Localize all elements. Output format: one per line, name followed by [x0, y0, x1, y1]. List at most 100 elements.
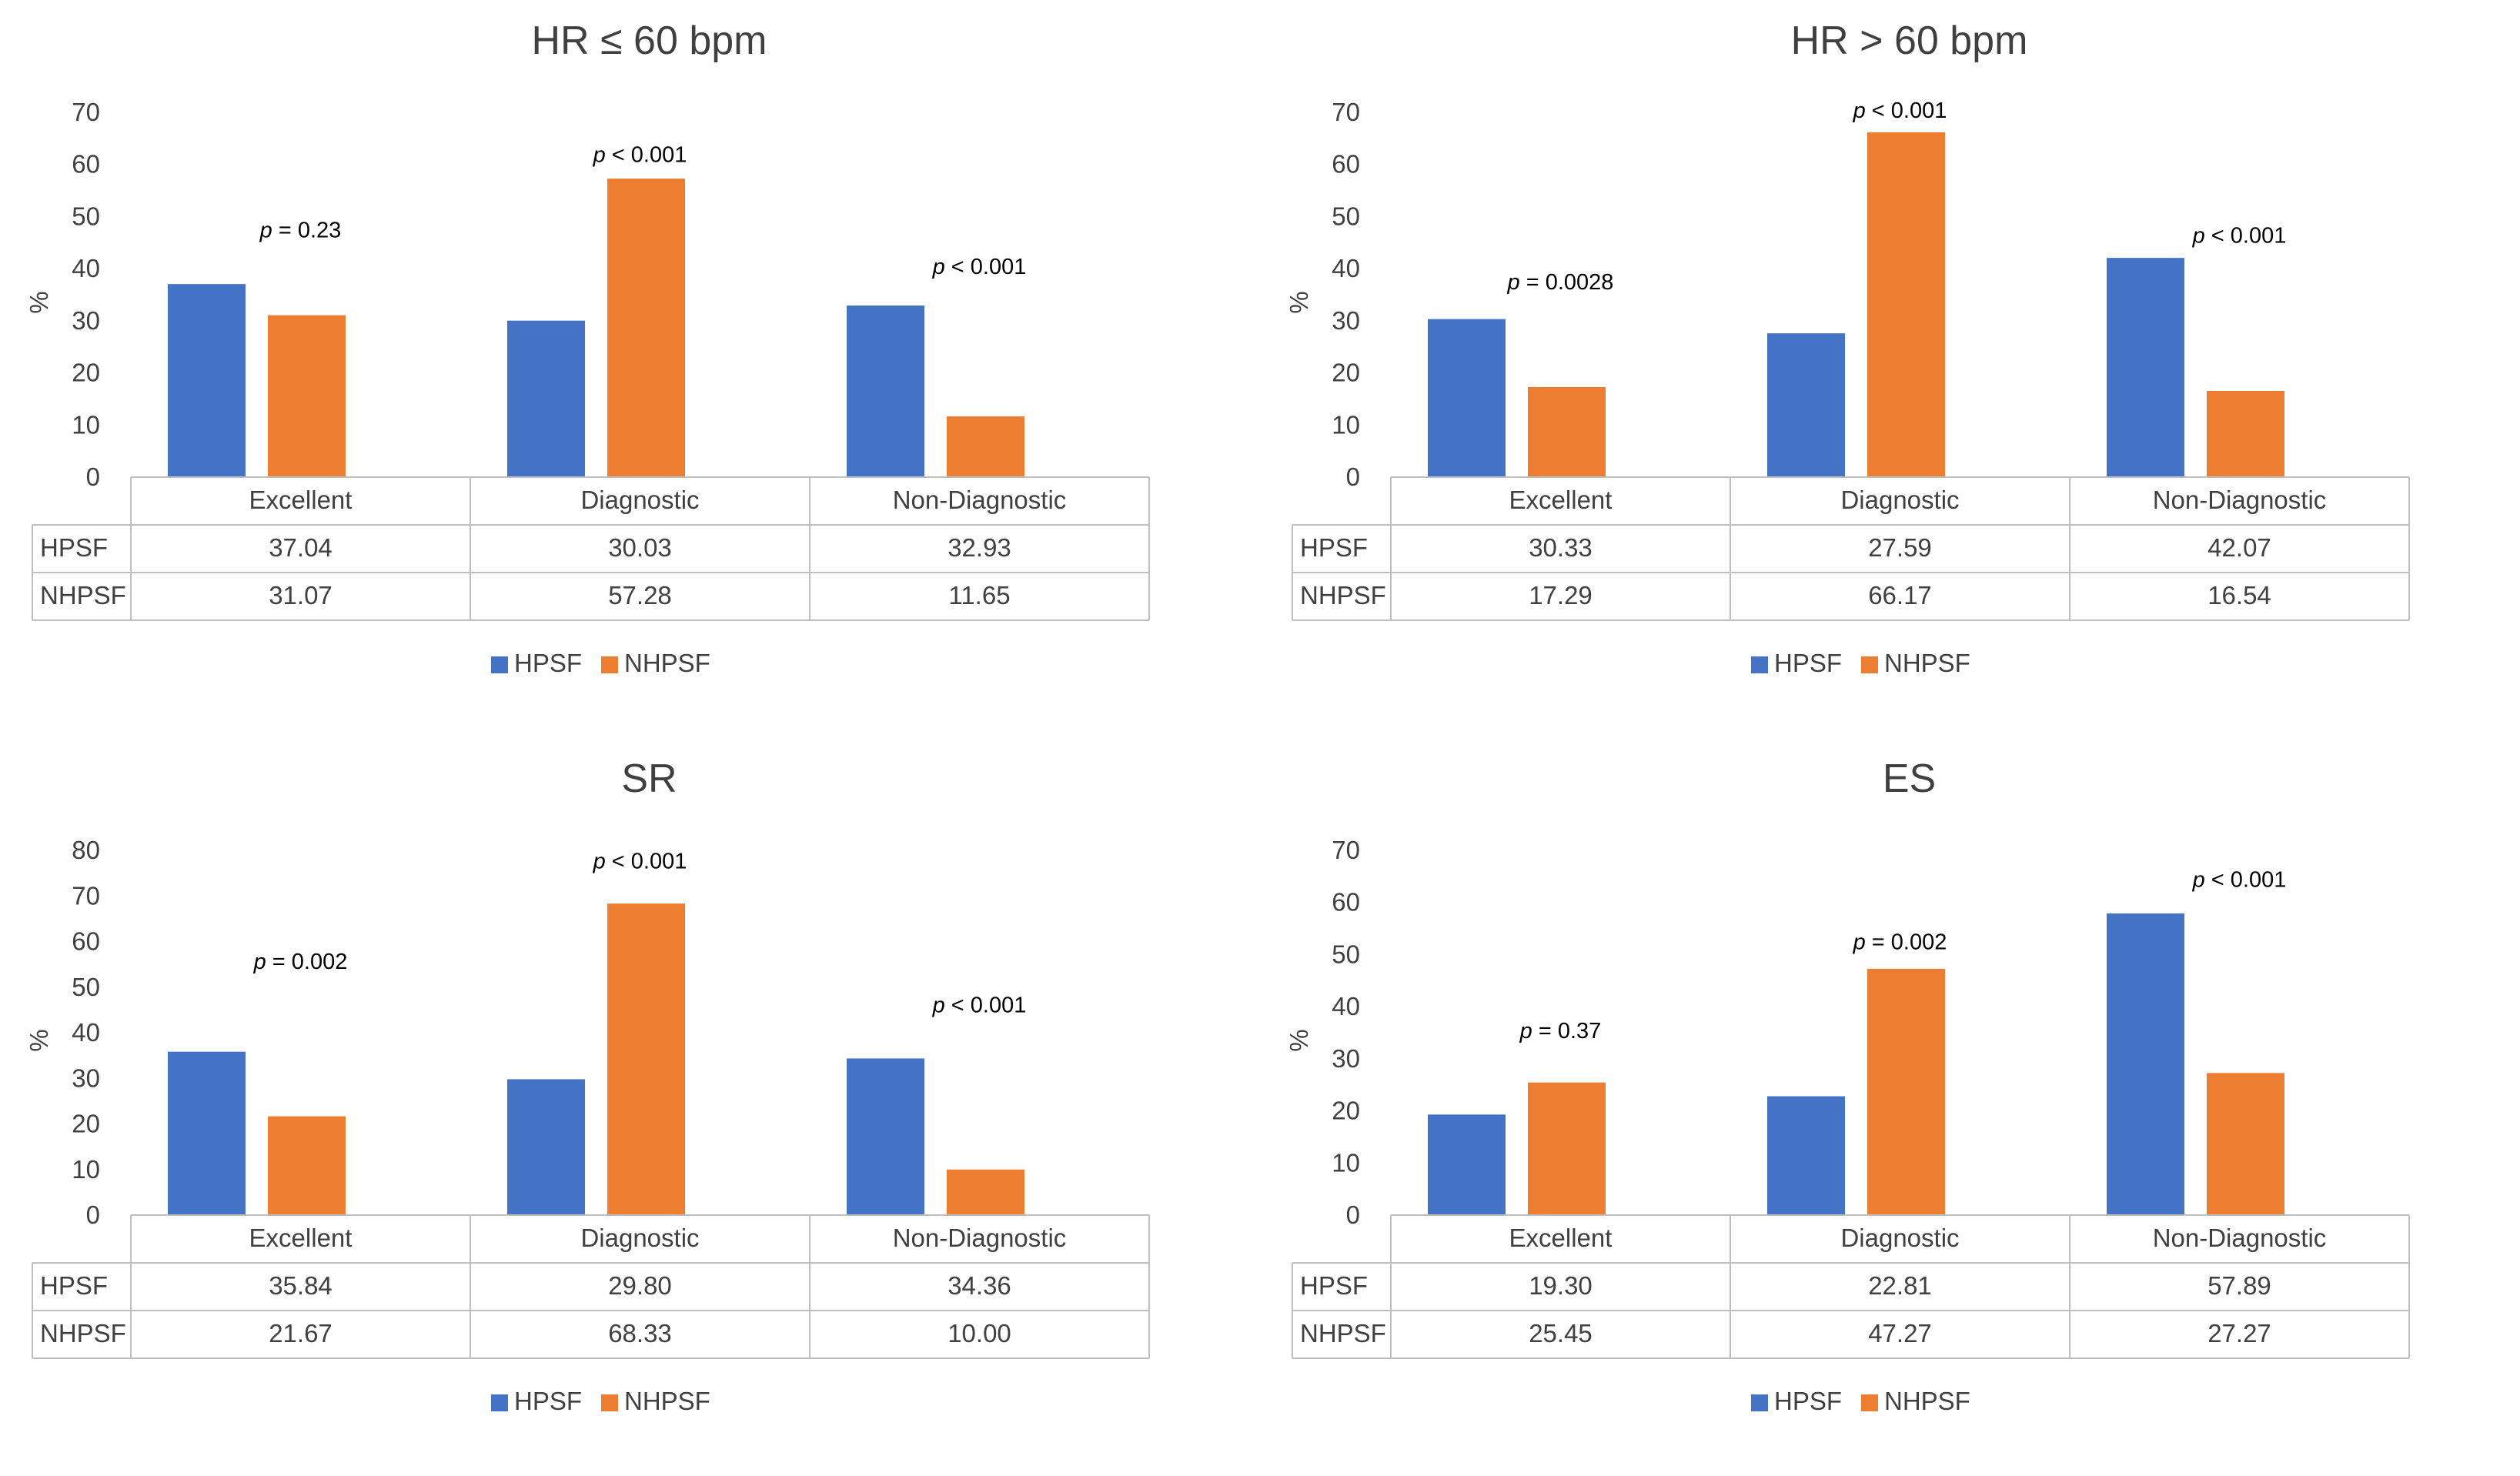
table-cell-value: 66.17 — [1868, 581, 1932, 609]
p-symbol: p — [593, 142, 606, 167]
legend-label: NHPSF — [624, 1387, 710, 1415]
p-symbol: p — [1853, 99, 1866, 123]
legend-swatch-nhpsf — [1861, 1394, 1878, 1411]
y-tick-label: 10 — [1332, 1148, 1360, 1177]
p-value-annotation: p < 0.001 — [932, 255, 1027, 279]
p-value-text: < 0.001 — [606, 850, 687, 874]
p-value-annotation: p = 0.23 — [259, 219, 342, 243]
p-symbol: p — [593, 850, 606, 874]
x-category-label: Diagnostic — [1840, 1224, 1959, 1252]
y-axis-label: % — [1285, 291, 1313, 313]
legend-label: HPSF — [1774, 1387, 1842, 1415]
x-category-label: Non-Diagnostic — [2153, 486, 2327, 514]
table-cell-value: 68.33 — [608, 1319, 672, 1347]
table-cell-value: 34.36 — [948, 1271, 1011, 1300]
legend-swatch-nhpsf — [601, 656, 618, 673]
x-category-label: Excellent — [249, 1224, 353, 1252]
p-symbol: p — [1853, 930, 1866, 955]
table-series-label: HPSF — [1300, 1271, 1368, 1300]
y-tick-label: 30 — [1332, 306, 1360, 335]
p-value-text: = 0.002 — [266, 950, 348, 974]
p-value-text: = 0.23 — [272, 219, 342, 243]
y-tick-label: 0 — [86, 1201, 100, 1229]
bar-nhpsf-excellent — [268, 1116, 346, 1215]
p-value-text: = 0.37 — [1532, 1019, 1602, 1044]
table-series-label: HPSF — [1300, 533, 1368, 562]
table-series-label: NHPSF — [40, 1319, 126, 1347]
y-tick-label: 60 — [72, 150, 100, 179]
y-tick-label: 70 — [1332, 836, 1360, 864]
bar-nhpsf-non-diagnostic — [947, 1169, 1024, 1215]
chart-panel-es: ES 0 10 20 30 40 50 60 70% p = 0.37 p = 0.002 p < 0… — [1260, 738, 2520, 1476]
table-cell-value: 31.07 — [269, 581, 333, 609]
legend-swatch-nhpsf — [1861, 656, 1878, 673]
y-axis-label: % — [25, 291, 53, 313]
p-value-annotation: p = 0.002 — [253, 950, 348, 974]
table-series-label: HPSF — [40, 533, 108, 562]
p-symbol: p — [2192, 867, 2205, 892]
p-value-annotation: p = 0.0028 — [1507, 270, 1614, 295]
y-tick-label: 20 — [72, 1110, 100, 1138]
bar-hpsf-non-diagnostic — [2107, 258, 2184, 477]
table-series-label: NHPSF — [1300, 1319, 1386, 1347]
legend-swatch-hpsf — [1751, 1394, 1768, 1411]
chart-panel-sr: SR 0 10 20 30 40 50 60 70 80% p = 0.002 p < 0.001 p … — [0, 738, 1260, 1476]
y-tick-label: 10 — [1332, 410, 1360, 439]
bar-hpsf-excellent — [168, 284, 246, 477]
bar-hpsf-non-diagnostic — [847, 306, 924, 477]
bar-nhpsf-diagnostic — [1867, 968, 1945, 1215]
x-category-label: Excellent — [1509, 1224, 1613, 1252]
chart-panel-hr-high: HR > 60 bpm 0 10 20 30 40 50 60 70% p = 0.0028 p <… — [1260, 0, 2520, 738]
p-value-annotation: p < 0.001 — [1853, 99, 1947, 123]
table-series-label: HPSF — [40, 1271, 108, 1300]
table-cell-value: 47.27 — [1868, 1319, 1932, 1347]
legend-swatch-hpsf — [491, 1394, 508, 1411]
table-cell-value: 25.45 — [1529, 1319, 1593, 1347]
x-category-label: Non-Diagnostic — [893, 486, 1067, 514]
y-tick-label: 40 — [72, 254, 100, 282]
p-symbol: p — [259, 219, 272, 243]
x-category-label: Diagnostic — [580, 486, 699, 514]
bar-nhpsf-excellent — [268, 315, 346, 477]
x-category-label: Excellent — [249, 486, 353, 514]
x-category-label: Excellent — [1509, 486, 1613, 514]
p-value-text: = 0.0028 — [1520, 270, 1614, 295]
table-cell-value: 27.27 — [2208, 1319, 2271, 1347]
p-symbol: p — [1507, 270, 1520, 295]
p-value-annotation: p < 0.001 — [932, 993, 1027, 1017]
bar-hpsf-non-diagnostic — [2107, 913, 2184, 1215]
p-value-text: < 0.001 — [945, 255, 1027, 279]
y-axis-label: % — [1285, 1029, 1313, 1051]
y-tick-label: 70 — [72, 98, 100, 126]
y-tick-label: 20 — [1332, 359, 1360, 387]
chart-title: SR — [621, 756, 677, 801]
table-cell-value: 32.93 — [948, 533, 1011, 562]
table-cell-value: 22.81 — [1868, 1271, 1932, 1300]
table-cell-value: 57.89 — [2208, 1271, 2271, 1300]
bar-hpsf-diagnostic — [1767, 333, 1845, 477]
y-tick-label: 50 — [1332, 940, 1360, 968]
y-tick-label: 0 — [1346, 463, 1360, 491]
bar-nhpsf-diagnostic — [1867, 132, 1945, 477]
y-tick-label: 60 — [1332, 888, 1360, 917]
table-cell-value: 16.54 — [2208, 581, 2271, 609]
chart-panel-hr-low: HR ≤ 60 bpm 0 10 20 30 40 50 60 70% p = 0.23 p < 0… — [0, 0, 1260, 738]
p-value-annotation: p < 0.001 — [593, 850, 687, 874]
legend-swatch-nhpsf — [601, 1394, 618, 1411]
y-tick-label: 20 — [1332, 1097, 1360, 1125]
table-cell-value: 21.67 — [269, 1319, 333, 1347]
chart-title: HR > 60 bpm — [1791, 18, 2028, 63]
legend-label: HPSF — [514, 1387, 582, 1415]
legend-swatch-hpsf — [491, 656, 508, 673]
legend-label: NHPSF — [1884, 1387, 1970, 1415]
p-value-annotation: p = 0.002 — [1853, 930, 1947, 955]
p-value-annotation: p < 0.001 — [593, 142, 687, 167]
table-series-label: NHPSF — [1300, 581, 1386, 609]
table-cell-value: 11.65 — [948, 581, 1010, 609]
table-cell-value: 42.07 — [2208, 533, 2271, 562]
bar-hpsf-excellent — [1428, 1114, 1506, 1215]
p-value-text: < 0.001 — [945, 993, 1027, 1017]
